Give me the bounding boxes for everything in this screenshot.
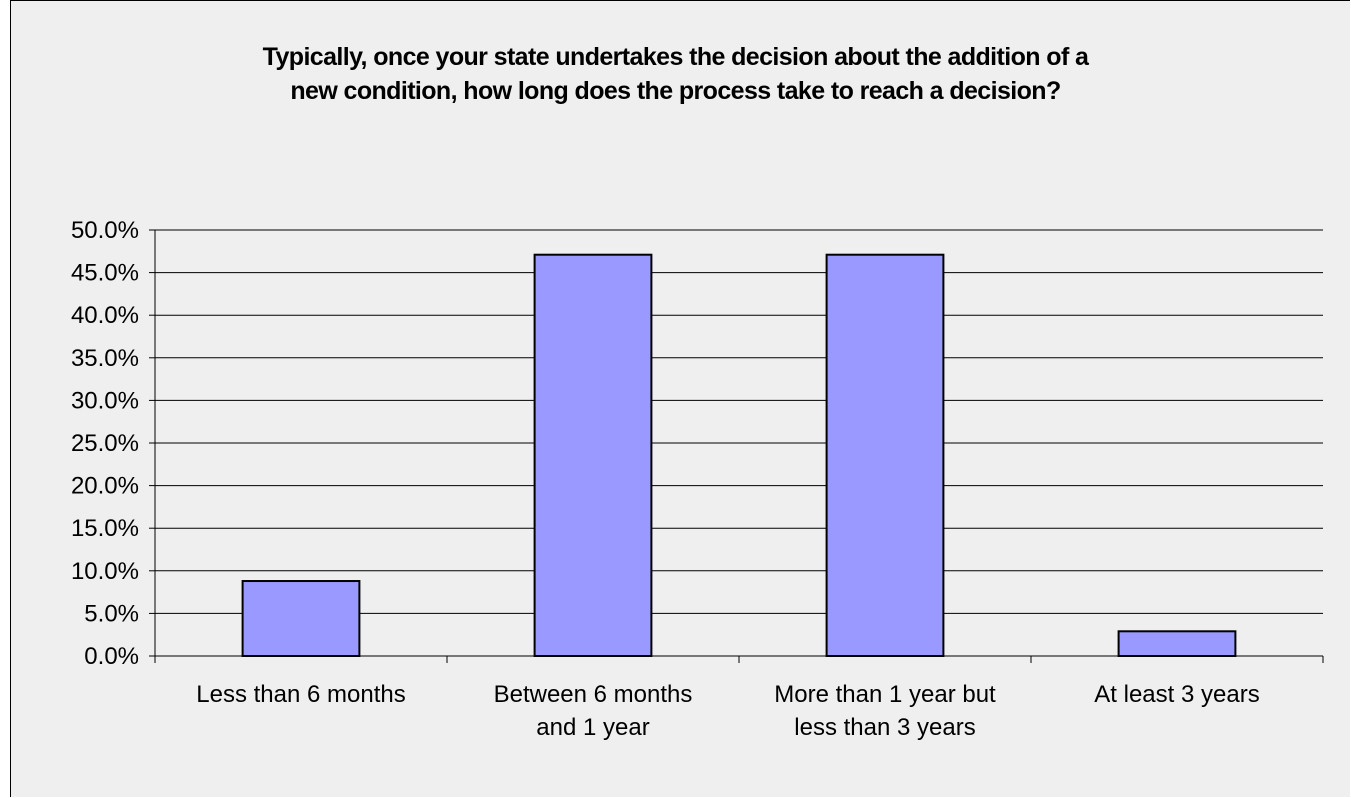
y-tick-label: 35.0% — [71, 345, 139, 372]
y-tick-label: 45.0% — [71, 260, 139, 287]
y-tick-label: 25.0% — [71, 430, 139, 457]
y-tick-label: 15.0% — [71, 515, 139, 542]
chart-area — [10, 0, 1350, 797]
x-category-label-line: Less than 6 months — [196, 681, 405, 708]
x-category-label-line: At least 3 years — [1094, 681, 1259, 708]
x-category-label: At least 3 years — [1094, 681, 1259, 708]
y-tick-label: 10.0% — [71, 558, 139, 585]
y-tick-label: 0.0% — [84, 643, 139, 670]
x-category-label: More than 1 year but less than 3 years — [774, 681, 996, 741]
x-category-label-line: More than 1 year but — [774, 681, 996, 708]
y-tick-label: 50.0% — [71, 217, 139, 244]
y-tick-label: 40.0% — [71, 302, 139, 329]
x-category-label-line: Between 6 months — [494, 681, 693, 708]
x-category-label-line: less than 3 years — [794, 714, 975, 741]
bar — [241, 580, 361, 657]
y-tick-label: 30.0% — [71, 387, 139, 414]
y-tick-label: 5.0% — [84, 600, 139, 627]
y-tick-label: 20.0% — [71, 473, 139, 500]
chart-title: Typically, once your state undertakes th… — [262, 43, 1089, 105]
x-category-label: Between 6 months and 1 year — [494, 681, 693, 741]
bar — [1117, 630, 1237, 657]
bar — [825, 253, 945, 657]
x-category-label-line: and 1 year — [536, 714, 649, 741]
bar — [533, 253, 653, 657]
x-category-label: Less than 6 months — [196, 681, 405, 708]
